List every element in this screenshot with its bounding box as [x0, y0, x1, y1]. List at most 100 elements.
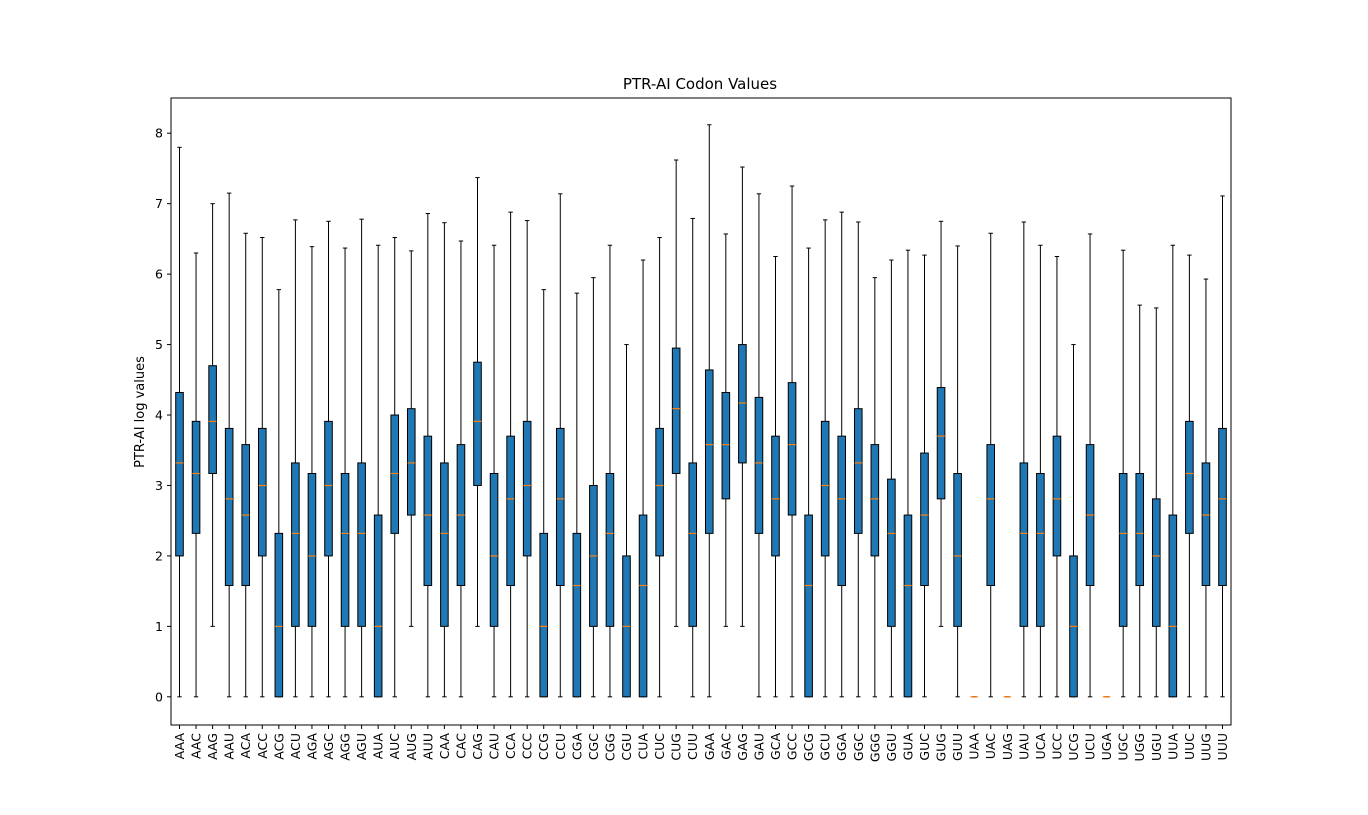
- iqr-box: [1052, 435, 1062, 557]
- iqr-box: [291, 462, 300, 627]
- x-tick-label: CUU: [685, 733, 700, 760]
- x-tick-label: UCC: [1049, 733, 1064, 760]
- y-tick-label: 6: [155, 267, 163, 282]
- box-acc: ACC: [255, 236, 270, 759]
- iqr-box: [671, 347, 681, 474]
- x-tick-label: UCG: [1066, 733, 1081, 761]
- box-uag: UAG: [1000, 696, 1015, 760]
- box-uua: UUA: [1165, 244, 1180, 760]
- x-tick-label: CCU: [553, 733, 568, 760]
- x-tick-label: AGU: [354, 733, 369, 760]
- iqr-box: [638, 514, 648, 698]
- iqr-box: [473, 361, 482, 486]
- iqr-box: [804, 514, 813, 698]
- box-gcc: GCC: [785, 185, 800, 760]
- x-tick-label: CGU: [619, 733, 634, 761]
- iqr-box: [903, 514, 913, 698]
- iqr-box: [390, 414, 400, 534]
- iqr-box: [605, 472, 615, 627]
- y-tick-label: 2: [155, 548, 163, 563]
- x-tick-label: UAC: [983, 733, 998, 759]
- x-tick-label: UGG: [1132, 733, 1147, 762]
- x-tick-label: CUA: [636, 733, 651, 760]
- iqr-box: [704, 369, 714, 534]
- box-cgu: CGU: [619, 344, 634, 761]
- box-gaa: GAA: [702, 124, 717, 760]
- box-uac: UAC: [983, 232, 998, 759]
- x-tick-label: AUU: [420, 733, 435, 760]
- plot-frame: [170, 97, 1232, 726]
- x-tick-label: AGC: [321, 733, 336, 760]
- x-tick-label: UUU: [1215, 733, 1230, 760]
- iqr-box: [208, 365, 217, 474]
- iqr-box: [373, 514, 383, 698]
- box-gau: GAU: [751, 193, 766, 760]
- box-auc: AUC: [387, 236, 402, 759]
- x-tick-label: CAC: [453, 733, 468, 759]
- x-tick-label: UCA: [1033, 733, 1048, 760]
- iqr-box: [324, 420, 333, 557]
- box-agu: AGU: [354, 218, 369, 760]
- x-tick-label: GCC: [785, 733, 800, 760]
- iqr-box: [175, 391, 184, 557]
- x-tick-label: UUC: [1182, 733, 1197, 760]
- iqr-box: [224, 427, 234, 587]
- y-tick-label: 7: [155, 196, 163, 211]
- x-tick-label: AUA: [371, 733, 386, 760]
- box-agg: AGG: [338, 247, 353, 761]
- x-tick-label: UAU: [1016, 733, 1031, 760]
- x-tick-label: GCA: [768, 733, 783, 760]
- x-tick-label: GGA: [834, 733, 849, 761]
- box-ccu: CCU: [553, 193, 568, 760]
- x-tick-label: AUG: [404, 733, 419, 760]
- iqr-box: [1036, 472, 1045, 627]
- iqr-box: [539, 532, 549, 698]
- x-tick-label: UCU: [1083, 733, 1098, 760]
- box-cua: CUA: [636, 259, 651, 760]
- box-cuu: CUU: [685, 217, 700, 760]
- box-cgg: CGG: [602, 244, 617, 761]
- y-tick-label: 1: [155, 619, 163, 634]
- iqr-box: [572, 532, 582, 698]
- box-cca: CCA: [503, 211, 518, 759]
- box-auu: AUU: [420, 213, 435, 760]
- iqr-box: [1118, 472, 1128, 627]
- box-aca: ACA: [238, 232, 253, 759]
- box-aag: AAG: [205, 203, 220, 760]
- box-uaa: UAA: [967, 696, 982, 760]
- x-tick-label: ACU: [288, 733, 303, 759]
- iqr-box: [522, 420, 532, 557]
- x-tick-label: ACC: [255, 733, 270, 759]
- iqr-box: [1218, 427, 1227, 587]
- x-tick-label: ACA: [238, 733, 253, 759]
- box-aua: AUA: [371, 244, 386, 760]
- box-uau: UAU: [1016, 221, 1031, 760]
- box-aaa: AAA: [172, 146, 187, 760]
- box-guc: GUC: [917, 254, 932, 761]
- x-tick-label: CUG: [669, 733, 684, 761]
- iqr-box: [406, 408, 416, 516]
- box-ggg: GGG: [867, 277, 882, 762]
- x-tick-label: UGC: [1116, 733, 1131, 761]
- x-tick-label: AAA: [172, 733, 187, 760]
- x-tick-label: GUU: [950, 733, 965, 761]
- box-gug: GUG: [934, 220, 949, 762]
- x-tick-label: UUA: [1165, 733, 1180, 760]
- box-ucg: UCG: [1066, 344, 1081, 761]
- iqr-box: [357, 462, 366, 627]
- iqr-box: [555, 427, 565, 587]
- box-uug: UUG: [1198, 278, 1213, 761]
- x-tick-label: AAU: [222, 733, 237, 760]
- iqr-box: [754, 396, 764, 534]
- x-tick-label: GUA: [900, 733, 915, 761]
- x-tick-label: UAA: [967, 733, 982, 760]
- iqr-box: [1168, 514, 1178, 698]
- x-tick-label: AAC: [189, 733, 204, 759]
- box-ccc: CCC: [520, 220, 535, 759]
- iqr-box: [953, 472, 962, 627]
- iqr-box: [986, 444, 996, 587]
- box-uuu: UUU: [1215, 195, 1230, 760]
- box-ugu: UGU: [1149, 307, 1164, 761]
- box-cag: CAG: [470, 177, 485, 760]
- iqr-box: [489, 472, 499, 627]
